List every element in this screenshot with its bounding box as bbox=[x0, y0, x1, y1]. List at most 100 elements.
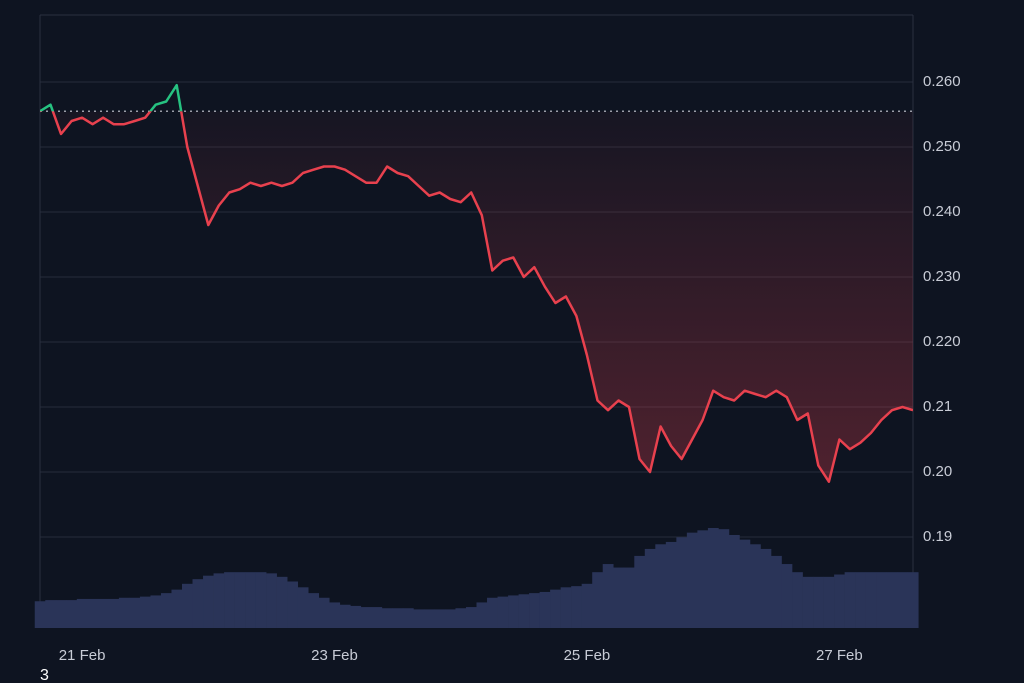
y-tick-label: 0.240 bbox=[923, 203, 961, 220]
volume-bar bbox=[592, 572, 604, 628]
volume-bar bbox=[150, 595, 162, 628]
volume-bar bbox=[634, 555, 646, 628]
y-tick-label: 0.230 bbox=[923, 268, 961, 285]
volume-bar bbox=[55, 600, 67, 628]
area-fill bbox=[40, 111, 913, 482]
volume-bar bbox=[897, 572, 909, 628]
volume-bar bbox=[876, 572, 888, 628]
y-tick-label: 0.21 bbox=[923, 398, 952, 415]
y-tick-label: 0.250 bbox=[923, 138, 961, 155]
volume-bar bbox=[739, 539, 751, 628]
volume-bar bbox=[423, 609, 435, 628]
volume-bar bbox=[497, 596, 509, 628]
volume-bar bbox=[707, 528, 719, 628]
volume-bar bbox=[697, 530, 709, 628]
volume-bar bbox=[455, 608, 467, 628]
volume-bar bbox=[813, 576, 824, 628]
volume-bar bbox=[76, 598, 88, 628]
volume-bar bbox=[224, 572, 235, 628]
volume-bar bbox=[771, 555, 782, 628]
volume-bar bbox=[171, 589, 183, 628]
y-tick-label: 0.20 bbox=[923, 463, 952, 480]
volume-bar bbox=[465, 607, 477, 628]
volume-bar bbox=[350, 605, 362, 628]
volume-bar bbox=[728, 534, 740, 628]
volume-bar bbox=[329, 602, 341, 628]
x-tick-label: 25 Feb bbox=[564, 647, 611, 664]
volume-bar bbox=[45, 600, 57, 628]
volume-bar bbox=[686, 532, 698, 628]
footnote: 3 bbox=[40, 667, 49, 683]
volume-bar bbox=[844, 572, 856, 628]
x-tick-label: 23 Feb bbox=[311, 647, 358, 664]
volume-bar bbox=[749, 544, 761, 628]
volume-bar bbox=[802, 576, 814, 628]
volume-bar bbox=[855, 572, 866, 628]
volume-bar bbox=[97, 598, 109, 628]
x-tick-label: 21 Feb bbox=[59, 647, 106, 664]
volume-bar bbox=[823, 576, 835, 628]
volume-bar bbox=[34, 601, 46, 628]
volume-bar bbox=[213, 573, 225, 628]
volume-bar bbox=[655, 544, 667, 628]
volume-bar bbox=[676, 537, 688, 628]
volume-bar bbox=[181, 583, 193, 628]
volume-bar bbox=[245, 572, 256, 628]
volume-bar bbox=[339, 604, 351, 628]
volume-bar bbox=[760, 548, 772, 628]
volume-bar bbox=[371, 607, 383, 628]
volume-bar bbox=[718, 529, 730, 628]
y-tick-label: 0.220 bbox=[923, 333, 961, 350]
volume-bar bbox=[318, 597, 330, 628]
volume-bar bbox=[434, 609, 446, 628]
volume-bar bbox=[266, 573, 277, 628]
volume-bar bbox=[529, 593, 540, 628]
volume-bar bbox=[287, 581, 298, 628]
volume-bar bbox=[234, 572, 246, 628]
volume-bar bbox=[392, 608, 404, 628]
volume-bar bbox=[129, 597, 141, 628]
volume-bar bbox=[476, 602, 488, 628]
volume-bar bbox=[276, 576, 288, 628]
volume-bar bbox=[886, 572, 898, 628]
volume-bar bbox=[539, 591, 551, 628]
x-tick-label: 27 Feb bbox=[816, 647, 863, 664]
volume-bar bbox=[108, 598, 120, 628]
volume-bar bbox=[602, 564, 614, 628]
volume-bar bbox=[581, 583, 593, 628]
volume-bar bbox=[118, 597, 130, 628]
y-tick-label: 0.19 bbox=[923, 528, 952, 545]
volume-bar bbox=[781, 564, 793, 628]
price-line-down bbox=[40, 111, 913, 483]
volume-bar bbox=[792, 572, 803, 628]
volume-bar bbox=[255, 572, 267, 628]
volume-bar bbox=[308, 593, 320, 628]
volume-bar bbox=[444, 609, 456, 628]
volume-bar bbox=[834, 574, 845, 628]
volume-bar bbox=[550, 589, 561, 628]
volume-bar bbox=[560, 587, 572, 628]
volume-bar bbox=[139, 596, 151, 628]
volume-bar bbox=[865, 572, 877, 628]
volume-bar bbox=[66, 600, 78, 628]
volume-bar bbox=[160, 593, 172, 628]
volume-bar bbox=[297, 587, 309, 628]
volume-bar bbox=[413, 609, 425, 628]
volume-bar bbox=[907, 572, 919, 628]
volume-bar bbox=[518, 594, 530, 628]
volume-bar bbox=[203, 575, 214, 628]
volume-bar bbox=[644, 548, 656, 628]
volume-bar bbox=[623, 567, 635, 628]
volume-bar bbox=[192, 579, 204, 628]
volume-bar bbox=[508, 595, 519, 628]
volume-bar bbox=[487, 597, 498, 628]
y-tick-label: 0.260 bbox=[923, 73, 961, 90]
volume-bar bbox=[571, 586, 582, 628]
volume-bar bbox=[613, 567, 625, 628]
volume-bar bbox=[381, 608, 393, 628]
volume-bar bbox=[665, 541, 677, 628]
volume-bar bbox=[360, 607, 372, 628]
volume-bar bbox=[87, 598, 99, 628]
volume-bar bbox=[402, 608, 414, 628]
